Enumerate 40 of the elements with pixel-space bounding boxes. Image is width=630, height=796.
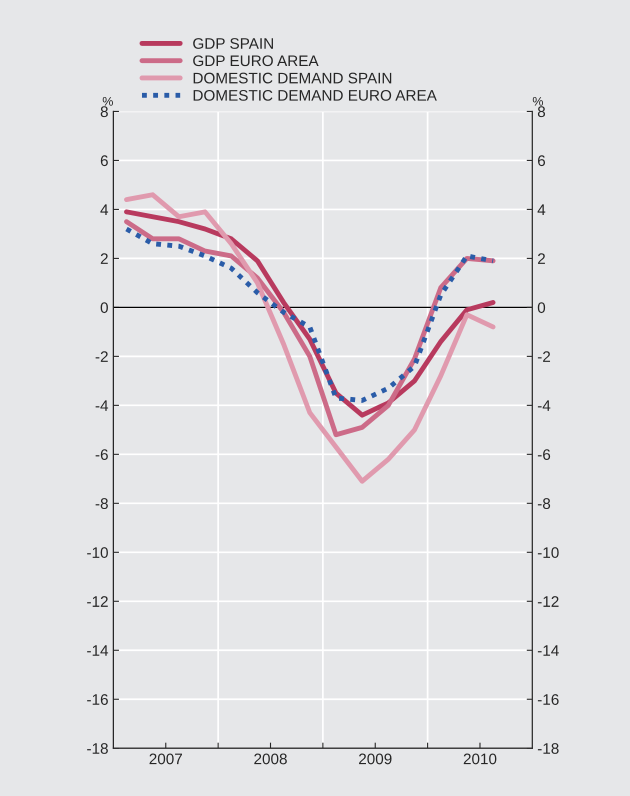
y-tick-label: 4 [100, 204, 108, 215]
y2-tick-label: -16 [538, 694, 559, 705]
y-tick-label: -18 [87, 743, 108, 754]
x-tick-label: 2010 [464, 754, 496, 764]
y-tick-label: -10 [87, 547, 108, 558]
y2-tick-label: -10 [538, 547, 559, 558]
y-tick-label: 8 [100, 106, 108, 118]
y-tick-label: -16 [87, 694, 108, 705]
y-tick-label: 2 [100, 253, 108, 264]
y2-tick-label: 2 [538, 253, 545, 264]
y2-tick-label: 4 [538, 204, 546, 215]
y-tick-label: -2 [96, 351, 108, 362]
y-axis-title: % [102, 96, 113, 106]
y2-tick-label: -14 [538, 645, 559, 656]
x-tick-label: 2009 [359, 754, 392, 764]
y2-tick-label: 6 [538, 155, 546, 166]
y-tick-label: 0 [100, 302, 108, 314]
y-tick-label: -6 [96, 449, 108, 460]
y2-tick-label: -18 [538, 743, 559, 754]
legend-label: GDP EURO AREA [193, 55, 319, 66]
y-tick-label: -4 [96, 400, 108, 411]
y2-tick-label: -2 [538, 351, 550, 362]
x-tick-label: 2007 [150, 754, 182, 764]
legend-label: DOMESTIC DEMAND SPAIN [194, 72, 392, 84]
y2-tick-label: -4 [538, 400, 550, 411]
line-series [124, 192, 496, 484]
y2-tick-label: -6 [538, 449, 550, 460]
y-tick-label: -12 [87, 596, 108, 607]
y-tick-label: 6 [100, 155, 108, 166]
x-tick-label: 2008 [254, 754, 287, 764]
y-tick-label: -8 [96, 498, 108, 510]
y2-axis-title: % [532, 96, 544, 106]
y2-tick-label: -12 [538, 596, 559, 607]
line-series [124, 226, 496, 403]
y2-tick-label: 0 [538, 302, 546, 314]
legend-label: GDP SPAIN [193, 38, 273, 49]
legend-label: DOMESTIC DEMAND EURO AREA [194, 90, 437, 101]
y-tick-label: -14 [87, 645, 108, 656]
y2-tick-label: 8 [538, 106, 546, 118]
y2-tick-label: -8 [538, 498, 550, 510]
